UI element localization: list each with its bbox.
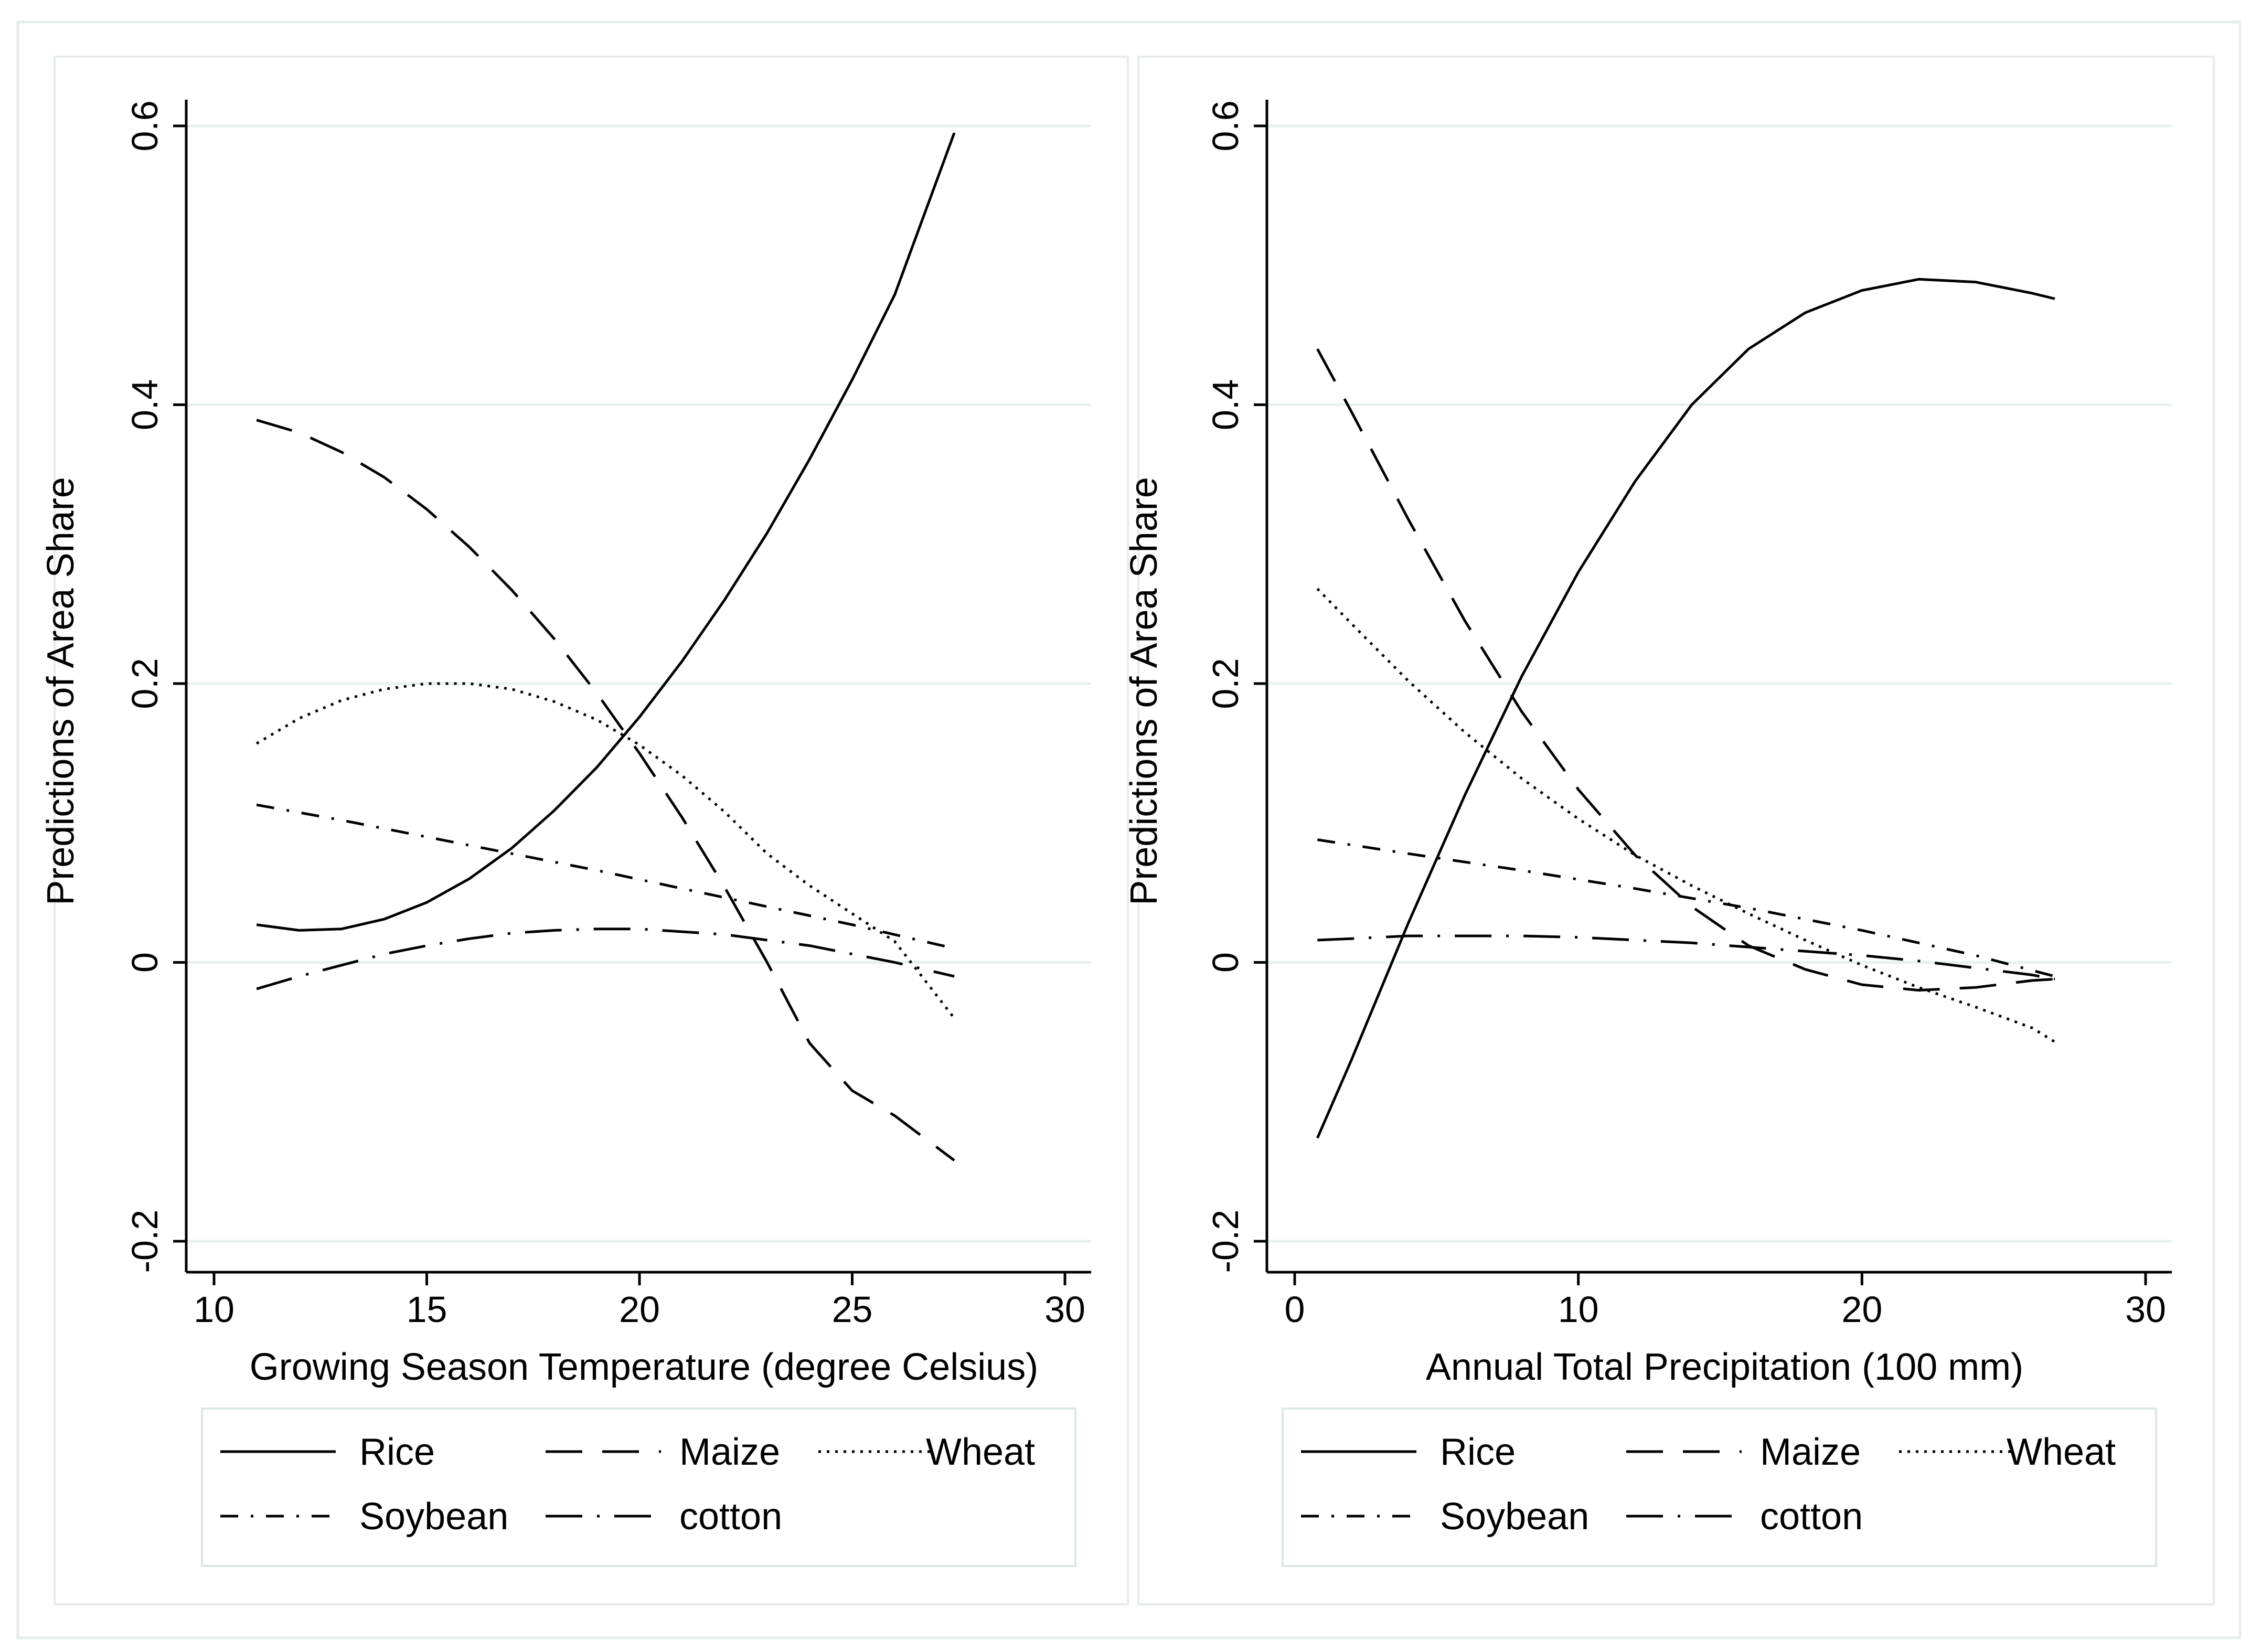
y-tick-label: 0.6 <box>124 100 165 151</box>
x-tick-label: 0 <box>1285 1289 1305 1330</box>
legend-label-wheat: Wheat <box>926 1431 1035 1473</box>
y-axis-label: Predictions of Area Share <box>40 477 82 905</box>
y-tick-label: -0.2 <box>124 1210 165 1273</box>
panel-frame-left <box>54 56 1129 1605</box>
legend-label-maize: Maize <box>1760 1431 1861 1473</box>
chart-precipitation: -0.2 0 0.2 0.4 0.6 0 10 20 30 Annual Total Precip… <box>1123 100 2172 1567</box>
x-tick-label: 10 <box>194 1289 234 1330</box>
series-line-rice <box>256 132 956 932</box>
series-line-cotton <box>256 928 955 990</box>
legend-label-soybean: Soybean <box>359 1496 508 1538</box>
y-tick-label: 0.2 <box>1205 658 1246 709</box>
series-line-soybean <box>1317 838 2055 978</box>
legend-label-rice: Rice <box>359 1431 435 1473</box>
x-tick-label: 20 <box>1841 1289 1882 1330</box>
y-tick-label: 0 <box>1205 952 1246 973</box>
legend-label-wheat: Wheat <box>2007 1431 2116 1473</box>
y-tick-label: 0 <box>124 952 165 973</box>
panel-frame-right <box>1137 56 2215 1605</box>
series-line-soybean <box>256 803 955 950</box>
y-tick-label: -0.2 <box>1205 1210 1246 1273</box>
legend-label-rice: Rice <box>1440 1431 1516 1473</box>
series-line-cotton <box>1317 934 2055 980</box>
x-tick-label: 30 <box>2125 1289 2166 1330</box>
series-line-wheat <box>1316 588 2056 1043</box>
series-line-maize <box>1316 348 2055 992</box>
series-line-maize <box>256 419 955 1161</box>
y-tick-label: 0.2 <box>124 658 165 709</box>
legend-label-cotton: cotton <box>679 1496 782 1538</box>
y-axis-label: Predictions of Area Share <box>1123 477 1165 905</box>
y-tick-label: 0.6 <box>1205 100 1246 151</box>
y-tick-label: 0.4 <box>124 379 165 430</box>
x-tick-label: 25 <box>832 1289 873 1330</box>
legend-box <box>1282 1408 2157 1567</box>
x-tick-label: 15 <box>407 1289 447 1330</box>
x-axis-label: Growing Season Temperature (degree Celsi… <box>250 1346 1038 1388</box>
series-line-rice <box>1316 278 2055 1139</box>
legend-label-maize: Maize <box>679 1431 780 1473</box>
legend-label-soybean: Soybean <box>1440 1496 1589 1538</box>
legend-box <box>201 1408 1076 1567</box>
x-tick-label: 30 <box>1044 1289 1085 1330</box>
y-tick-label: 0.4 <box>1205 379 1246 430</box>
legend-label-cotton: cotton <box>1760 1496 1863 1538</box>
x-tick-label: 20 <box>619 1289 660 1330</box>
x-axis-label: Annual Total Precipitation (100 mm) <box>1426 1346 2023 1388</box>
x-tick-label: 10 <box>1558 1289 1599 1330</box>
